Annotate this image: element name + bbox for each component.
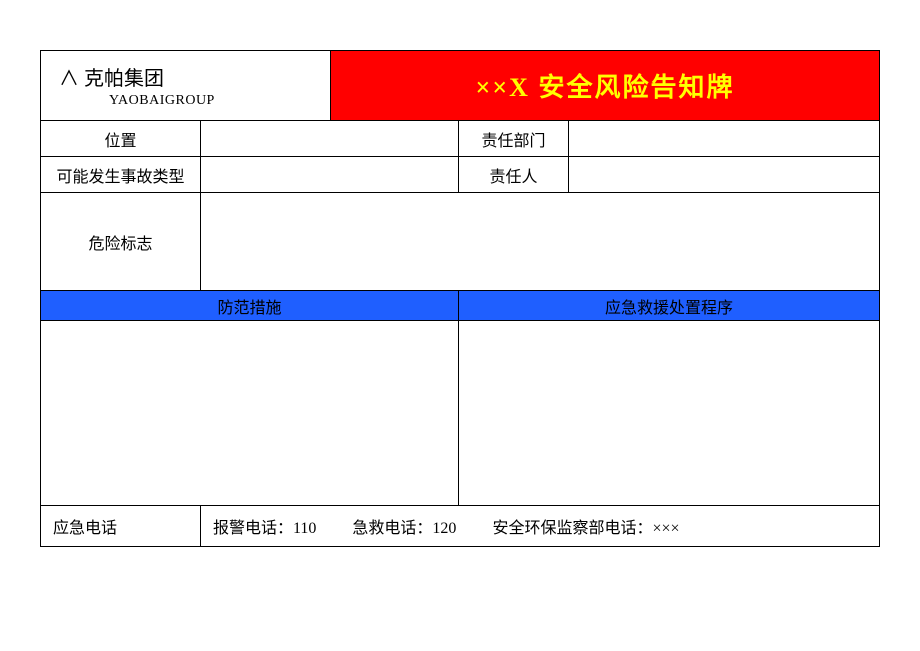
emergency-content	[459, 321, 879, 505]
accident-label: 可能发生事故类型	[41, 157, 201, 192]
emergency-phone-content: 报警电话：110 急救电话：120 安全环保监察部电话：×××	[201, 506, 879, 546]
footer-row: 应急电话 报警电话：110 急救电话：120 安全环保监察部电话：×××	[41, 506, 879, 546]
emergency-header: 应急救援处置程序	[459, 291, 879, 320]
prevention-content	[41, 321, 459, 505]
company-name-en: YAOBAIGROUP	[59, 93, 215, 109]
accident-value	[201, 157, 459, 192]
emergency-phone-label: 应急电话	[41, 506, 201, 546]
accident-row: 可能发生事故类型 责任人	[41, 157, 879, 193]
board-title: ××X 安全风险告知牌	[331, 51, 879, 120]
prevention-header: 防范措施	[41, 291, 459, 320]
person-value	[569, 157, 879, 192]
section-header-row: 防范措施 应急救援处置程序	[41, 291, 879, 321]
dept-label: 责任部门	[459, 121, 569, 156]
location-row: 位置 责任部门	[41, 121, 879, 157]
logo-text-cn: 克帕集团	[84, 68, 164, 90]
person-label: 责任人	[459, 157, 569, 192]
logo-prefix: ∧	[59, 68, 79, 90]
safety-risk-board: ∧ 克帕集团 YAOBAIGROUP ××X 安全风险告知牌 位置 责任部门 可…	[40, 50, 880, 547]
hazard-row: 危险标志	[41, 193, 879, 291]
location-value	[201, 121, 459, 156]
header-row: ∧ 克帕集团 YAOBAIGROUP ××X 安全风险告知牌	[41, 51, 879, 121]
dept-value	[569, 121, 879, 156]
company-name-cn: ∧ 克帕集团	[59, 62, 164, 91]
hazard-content	[201, 193, 879, 290]
content-row	[41, 321, 879, 506]
alarm-phone: 报警电话：110	[213, 514, 316, 538]
hazard-label: 危险标志	[41, 193, 201, 290]
safety-dept-phone: 安全环保监察部电话：×××	[492, 514, 679, 538]
logo-cell: ∧ 克帕集团 YAOBAIGROUP	[41, 51, 331, 120]
location-label: 位置	[41, 121, 201, 156]
first-aid-phone: 急救电话：120	[352, 514, 456, 538]
